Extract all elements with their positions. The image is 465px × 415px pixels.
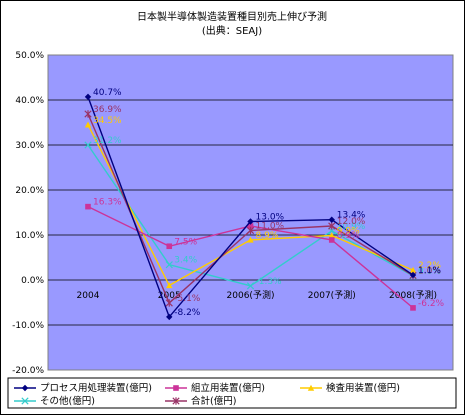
y-tick-label: 40.0%	[15, 96, 44, 106]
data-label: 2.2%	[418, 261, 441, 271]
marker-stroke	[246, 282, 255, 290]
data-label: 8.9%	[256, 231, 279, 241]
point-marker	[307, 384, 315, 391]
data-label: -5.1%	[174, 294, 201, 304]
data-label: -1.3%	[256, 277, 283, 287]
x-tick-label: 2007(予測)	[308, 289, 356, 301]
legend-label: プロセス用処理装置(億円)	[40, 382, 152, 394]
point-marker	[21, 397, 29, 405]
legend-label: 組立用装置(億円)	[191, 382, 265, 394]
data-label: 34.5%	[93, 116, 122, 126]
point-marker	[409, 271, 417, 279]
point-marker	[328, 216, 335, 223]
data-label: -8.2%	[174, 308, 201, 318]
legend-item: プロセス用処理装置(億円)	[14, 382, 152, 394]
x-axis-ticks: 2004 2005 2006(予測) 2007(予測) 2008(予測)	[77, 289, 437, 301]
legend-item: 合計(億円)	[165, 395, 236, 407]
legend-item: 検査用装置(億円)	[300, 382, 400, 394]
legend-item: その他(億円)	[14, 395, 95, 407]
point-marker	[165, 261, 173, 269]
point-marker	[84, 93, 92, 101]
point-marker	[247, 218, 254, 225]
data-label: 3.4%	[174, 256, 197, 266]
y-tick-label: -10.0%	[12, 321, 44, 331]
marker-stroke	[21, 397, 29, 405]
point-marker	[247, 236, 254, 243]
data-label: 9.9%	[337, 226, 360, 236]
data-label: 13.4%	[337, 211, 366, 221]
data-label: 12.0%	[337, 217, 366, 227]
y-tick-label: 0.0%	[21, 276, 44, 286]
marker-stroke	[84, 141, 92, 149]
point-marker	[84, 121, 92, 128]
chart-subtitle: (出典：SEAJ)	[202, 24, 262, 37]
point-marker	[173, 385, 179, 391]
y-axis-ticks: 50.0% 40.0% 30.0% 20.0% 10.0% 0.0% -10.0% -20.0…	[12, 51, 44, 376]
gridlines	[48, 99, 453, 326]
series-group	[84, 93, 417, 321]
legend-item: 組立用装置(億円)	[165, 382, 265, 394]
y-tick-label: 50.0%	[15, 51, 44, 61]
x-tick-label: 2004	[77, 291, 100, 301]
point-marker	[247, 223, 254, 229]
point-marker	[328, 222, 336, 230]
y-tick-label: 30.0%	[15, 141, 44, 151]
y-tick-label: 20.0%	[15, 186, 44, 196]
data-label: 36.9%	[93, 105, 122, 115]
legend	[7, 377, 457, 409]
point-marker	[328, 237, 335, 243]
point-marker	[84, 110, 92, 118]
point-marker	[166, 282, 173, 289]
point-marker	[166, 243, 173, 250]
marker-stroke	[165, 261, 173, 269]
point-marker	[165, 299, 173, 307]
x-tick-label: 2006(予測)	[227, 289, 275, 301]
data-label: 40.7%	[93, 88, 122, 98]
series-line	[84, 121, 417, 289]
point-marker	[172, 397, 180, 405]
legend-items: プロセス用処理装置(億円) 組立用装置(億円) 検査用装置(億円) その他(億円) 合計…	[14, 382, 400, 407]
data-label: 31.2%	[93, 136, 122, 146]
series-line	[84, 110, 417, 307]
data-label: 10.9%	[337, 222, 366, 232]
point-marker	[85, 203, 91, 210]
legend-label: その他(億円)	[40, 395, 95, 407]
point-marker	[328, 232, 335, 239]
data-label: -6.2%	[418, 299, 445, 309]
point-marker	[410, 305, 416, 311]
series-line	[84, 93, 417, 321]
data-label: 16.3%	[93, 198, 122, 208]
chart-title: 日本製半導体製造装置種目別売上伸び予測	[137, 10, 327, 23]
plot-area	[47, 54, 454, 371]
legend-label: 検査用装置(億円)	[326, 382, 400, 394]
data-labels: 31.2%3.4%-1.3%10.9%0.0%34.5%8.9% 9.9%2.2%…	[93, 88, 445, 318]
data-label: 7.5%	[174, 237, 197, 247]
series-line	[85, 203, 416, 311]
point-marker	[166, 313, 173, 321]
data-label: 13.0%	[256, 213, 285, 223]
data-label: 0.0%	[418, 267, 441, 277]
point-marker	[21, 384, 29, 392]
point-marker	[84, 141, 92, 149]
data-label: 8.9%	[337, 231, 360, 241]
legend-label: 合計(億円)	[191, 395, 236, 407]
y-tick-label: 10.0%	[15, 231, 44, 241]
data-label: 1.1%	[418, 266, 441, 276]
x-tick-label: 2005	[158, 291, 181, 301]
data-label: 1.0%	[418, 267, 441, 277]
point-marker	[409, 266, 417, 273]
y-tick-label: -20.0%	[12, 366, 44, 376]
data-label: 11.0%	[256, 222, 285, 232]
point-marker	[246, 282, 255, 290]
point-marker	[246, 226, 255, 235]
